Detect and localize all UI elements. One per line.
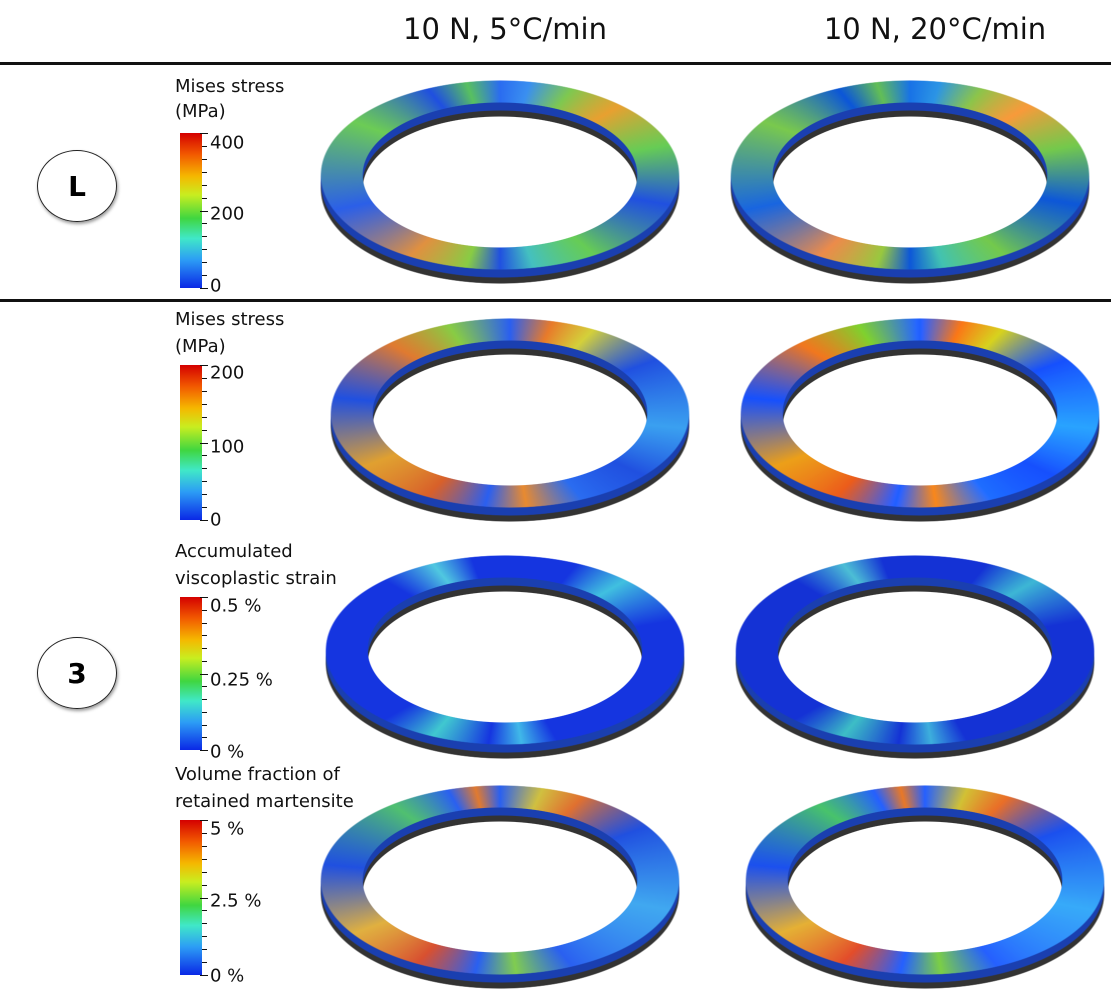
legend-title: (MPa) [175,101,226,122]
colorbar-label: 5 % [210,818,245,840]
legend-title: (MPa) [175,336,226,357]
colorbar-tick [202,403,207,405]
colorbar-tick [202,737,207,739]
colorbar-tick [202,832,207,834]
colorbar-tick [202,390,207,392]
ring-contour [740,318,1100,522]
colorbar [180,820,202,975]
colorbar-tick [202,845,207,847]
colorbar-tick [200,975,208,976]
colorbar-tick [200,750,208,751]
colorbar-tick [200,442,208,444]
colorbar-label: 200 [210,203,245,225]
colorbar-label: 0 [210,509,222,531]
colorbar-label: 2.5 % [210,890,262,912]
colorbar-tick [202,416,207,418]
colorbar-tick [202,249,207,251]
colorbar-tick [202,468,207,470]
colorbar-tick [202,377,207,379]
colorbar-tick [202,481,207,483]
colorbar-tick [202,275,207,277]
colorbar-tick [202,635,207,637]
colorbar-tick [202,184,207,186]
row-label: 3 [37,637,117,709]
colorbar-tick [202,622,207,624]
colorbar-tick [200,520,208,521]
ring-contour [320,785,680,989]
colorbar-tick [202,724,207,726]
ring-contour [325,555,685,759]
colorbar-tick [202,507,207,509]
colorbar-tick [202,494,207,496]
divider [0,299,1111,302]
legend-title: Mises stress [175,76,285,97]
colorbar [180,133,202,288]
ring-contour [330,318,690,522]
colorbar-tick [202,429,207,431]
legend-title: Volume fraction of [175,764,340,785]
colorbar-tick [202,949,207,951]
colorbar-tick [202,660,207,662]
colorbar-tick [202,197,207,199]
colorbar [180,365,202,520]
colorbar-tick [202,262,207,264]
colorbar-label: 0 % [210,965,245,987]
row-label: L [37,150,117,222]
colorbar-label: 200 [210,362,245,384]
colorbar-tick [200,288,208,289]
colorbar-tick [202,711,207,713]
colorbar-label: 100 [210,436,245,458]
colorbar-tick [202,884,207,886]
colorbar-tick [202,236,207,238]
colorbar-tick [200,210,208,212]
legend-title: retained martensite [175,791,354,812]
colorbar-label: 0.5 % [210,595,262,617]
colorbar-tick [202,923,207,925]
colorbar-tick [202,871,207,873]
colorbar-label: 0 [210,275,222,297]
colorbar-tick [202,686,207,688]
colorbar-tick [202,936,207,938]
colorbar-tick [200,673,208,675]
ring-contour [745,785,1105,989]
colorbar-tick [202,609,207,611]
colorbar-tick [202,455,207,457]
ring-contour [735,555,1095,759]
legend-title: Mises stress [175,309,285,330]
colorbar-tick [202,158,207,160]
column-header: 10 N, 5°C/min [403,12,607,46]
ring-contour [730,80,1090,284]
colorbar-tick [202,858,207,860]
colorbar-tick [202,223,207,225]
colorbar-tick [200,597,208,598]
colorbar-tick [202,699,207,700]
divider [0,62,1111,65]
colorbar-tick [200,820,208,821]
colorbar-label: 0 % [210,741,245,763]
colorbar-tick [200,897,208,899]
colorbar-tick [202,648,207,649]
legend-title: Accumulated [175,541,293,562]
colorbar-tick [200,133,208,134]
colorbar-tick [200,365,208,366]
colorbar-tick [202,910,207,912]
colorbar-tick [202,962,207,964]
colorbar-tick [202,171,207,173]
colorbar-tick [202,145,207,147]
legend-title: viscoplastic strain [175,568,337,589]
colorbar [180,597,202,750]
colorbar-label: 400 [210,132,245,154]
column-header: 10 N, 20°C/min [823,12,1047,46]
colorbar-label: 0.25 % [210,669,273,691]
ring-contour [320,80,680,284]
